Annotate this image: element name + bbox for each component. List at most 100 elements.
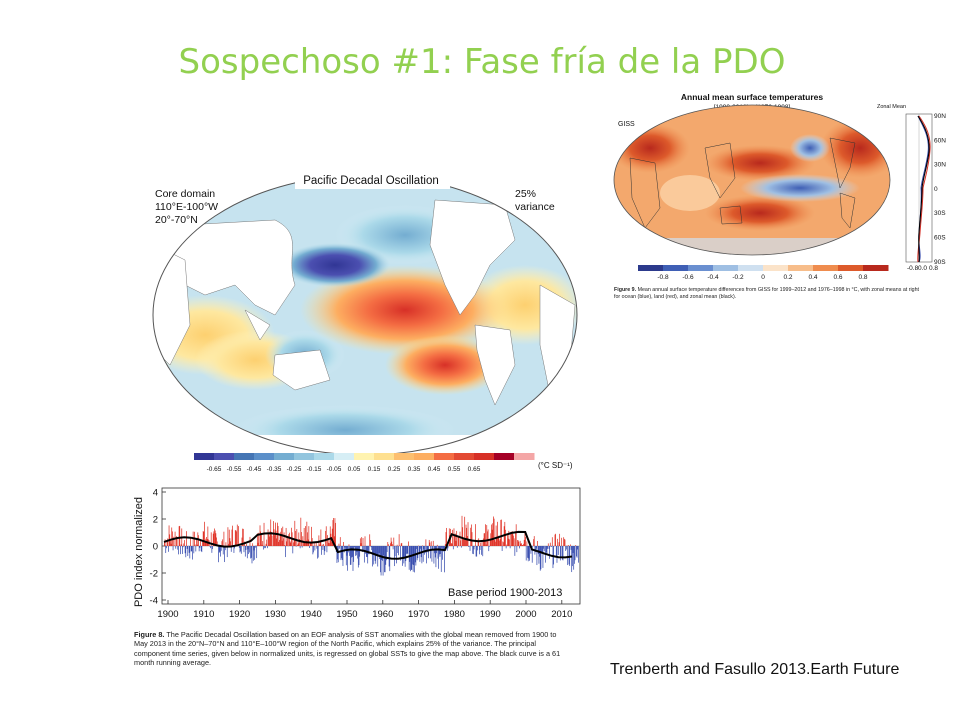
pdo-bar — [503, 542, 504, 546]
pdo-bar — [166, 546, 167, 549]
pdo-bar — [500, 519, 502, 546]
pdo-bar — [335, 522, 336, 546]
pdo-bar — [494, 540, 496, 546]
pdo-bar — [364, 536, 366, 546]
pdo-bar — [431, 546, 433, 562]
pdo-bar — [305, 540, 307, 546]
pdo-bar — [410, 546, 411, 572]
pdo-bar — [564, 539, 566, 546]
pdo-bar — [170, 543, 172, 546]
pdo-bar — [308, 526, 310, 546]
pdo-bar — [453, 528, 455, 546]
pdo-bar — [434, 546, 436, 558]
pdo-bar — [355, 546, 357, 556]
giss-colorbar-segment — [688, 265, 714, 271]
pdo-colorbar-segment — [354, 453, 375, 460]
pdo-colorbar: -0.65 -0.55 -0.45 -0.35 -0.25 -0.15 -0.05 0.05 0… — [194, 453, 573, 473]
pdo-bar — [456, 546, 458, 548]
pdo-ytick-label: -2 — [150, 569, 158, 580]
pdo-bar — [525, 546, 527, 561]
pdo-bar — [190, 546, 192, 552]
giss-colorbar-tick: 0.8 — [858, 274, 867, 281]
pdo-colorbar-segment — [194, 453, 215, 460]
pdo-bar — [353, 546, 355, 562]
pdo-bar — [460, 546, 462, 548]
pdo-bar — [535, 546, 537, 549]
pdo-bar — [264, 546, 266, 549]
pdo-bar — [514, 546, 516, 556]
pdo-bar — [259, 525, 261, 546]
pdo-bar — [310, 541, 312, 546]
pdo-bar — [253, 546, 255, 551]
pdo-bar — [509, 539, 510, 546]
pdo-bar — [343, 541, 344, 546]
pdo-bar — [396, 546, 397, 564]
pdo-bar — [344, 546, 346, 548]
pdo-bar — [196, 538, 197, 546]
pdo-bar — [565, 546, 567, 551]
pdo-bar — [491, 524, 492, 546]
pdo-bar — [258, 545, 260, 546]
pdo-bar — [468, 546, 470, 547]
pdo-bar — [266, 546, 268, 549]
pdo-bar — [361, 546, 363, 552]
pdo-bar — [405, 546, 407, 561]
pdo-xtick-label: 1980 — [444, 609, 465, 620]
pdo-bar — [501, 519, 502, 546]
pdo-bar — [576, 546, 578, 558]
pdo-bar — [409, 546, 411, 562]
pdo-bar — [242, 528, 244, 546]
pdo-bar — [165, 546, 167, 554]
pdo-bar — [470, 527, 472, 546]
pdo-bar — [227, 527, 229, 546]
pdo-bar — [325, 530, 326, 546]
pdo-bar — [390, 543, 391, 546]
pdo-bar — [230, 541, 231, 546]
pdo-colorbar-tick: -0.55 — [227, 466, 242, 473]
pdo-bar — [264, 546, 266, 549]
pdo-bar — [274, 535, 276, 546]
pdo-bar — [406, 546, 408, 554]
pdo-bar — [176, 536, 177, 546]
pdo-bar — [258, 532, 260, 546]
pdo-bar — [269, 531, 271, 546]
pdo-colorbar-tick: 0.55 — [448, 466, 461, 473]
pdo-colorbar-segment — [374, 453, 395, 460]
pdo-bar — [178, 526, 180, 546]
pdo-bar — [394, 546, 395, 567]
pdo-bar — [271, 535, 273, 546]
pdo-bar — [571, 546, 573, 573]
pdo-bar — [180, 544, 182, 546]
pdo-bar — [186, 531, 187, 546]
pdo-bar — [482, 546, 484, 557]
pdo-bar — [475, 524, 476, 546]
pdo-bar — [331, 541, 332, 546]
pdo-bar — [425, 539, 427, 546]
pdo-bar — [506, 544, 508, 546]
pdo-bar — [480, 542, 482, 546]
pdo-ytick-label: -4 — [150, 596, 158, 607]
giss-label: GISS — [618, 121, 635, 128]
pdo-bar — [212, 546, 213, 550]
pdo-bar — [179, 525, 181, 546]
pdo-bar — [460, 540, 462, 546]
pdo-bar — [223, 531, 225, 546]
pdo-bar — [513, 535, 514, 546]
pdo-bar — [255, 545, 257, 546]
pdo-bar — [328, 540, 330, 546]
zonal-x-tick: 0.0 — [918, 265, 927, 272]
pdo-bar — [360, 543, 362, 546]
pdo-bar — [423, 546, 425, 550]
figure8-line2: May 2013 in the 20°N–70°N and 110°E–100°… — [134, 639, 537, 649]
pdo-bar — [404, 546, 406, 567]
pdo-bar — [517, 540, 518, 546]
pdo-bar — [411, 546, 413, 571]
base-period-label: Base period 1900-2013 — [448, 587, 562, 599]
pdo-bar — [495, 525, 497, 546]
pdo-bar — [559, 533, 561, 546]
pdo-bar — [476, 546, 478, 557]
giss-colorbar-segment — [763, 265, 789, 271]
pdo-bar — [186, 546, 188, 549]
pdo-bar — [293, 542, 294, 546]
pdo-bar — [417, 546, 419, 559]
